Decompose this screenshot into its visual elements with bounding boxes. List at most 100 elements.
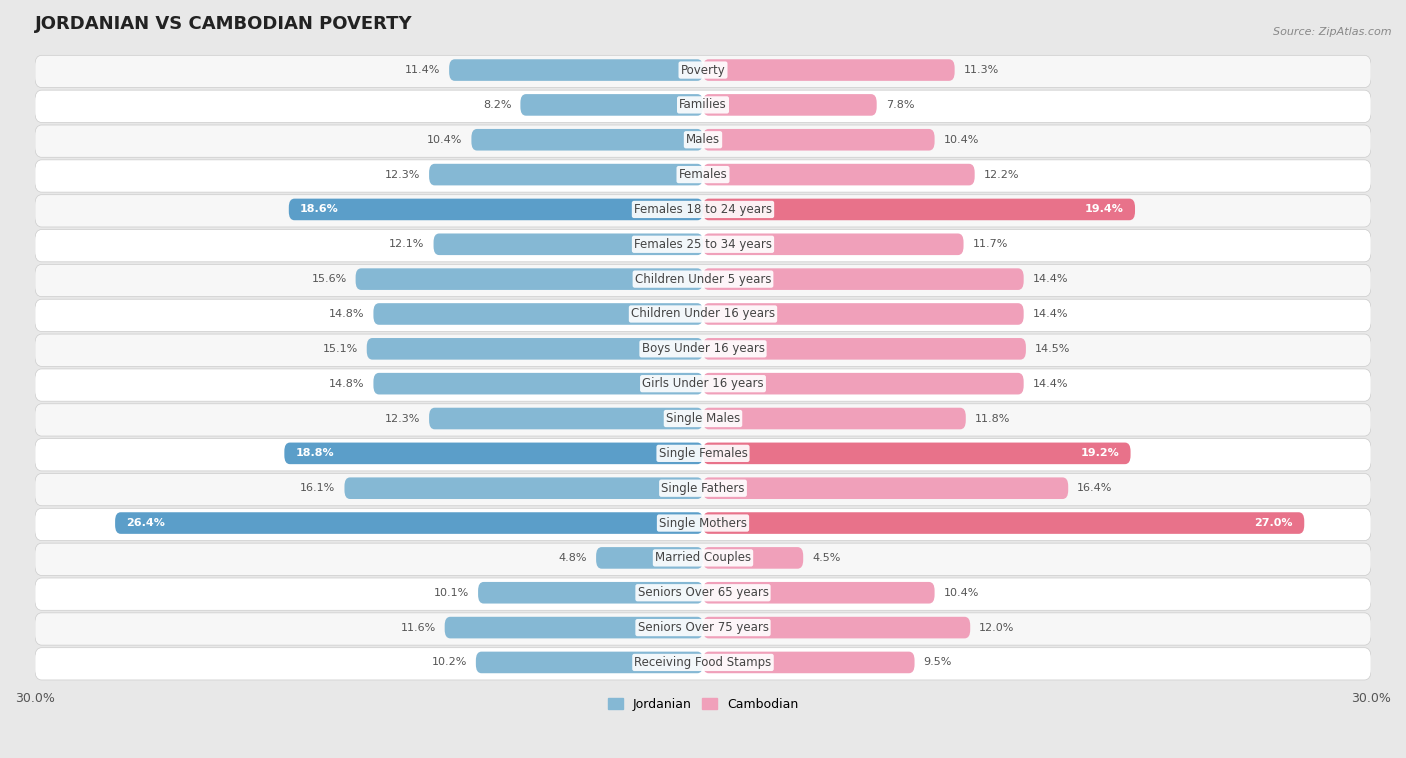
FancyBboxPatch shape — [703, 59, 955, 81]
FancyBboxPatch shape — [444, 617, 703, 638]
Text: 12.0%: 12.0% — [979, 622, 1015, 633]
Text: 10.4%: 10.4% — [943, 135, 979, 145]
Text: 12.3%: 12.3% — [385, 170, 420, 180]
FancyBboxPatch shape — [35, 230, 1371, 262]
Text: 8.2%: 8.2% — [484, 100, 512, 110]
Text: 14.4%: 14.4% — [1032, 379, 1069, 389]
FancyBboxPatch shape — [703, 373, 1024, 394]
Text: Children Under 5 years: Children Under 5 years — [634, 273, 772, 286]
FancyBboxPatch shape — [703, 164, 974, 186]
Text: 9.5%: 9.5% — [924, 657, 952, 668]
FancyBboxPatch shape — [703, 303, 1024, 324]
Text: 27.0%: 27.0% — [1254, 518, 1294, 528]
FancyBboxPatch shape — [35, 647, 1371, 680]
FancyBboxPatch shape — [703, 443, 1130, 464]
Text: Poverty: Poverty — [681, 64, 725, 77]
Text: 7.8%: 7.8% — [886, 100, 914, 110]
FancyBboxPatch shape — [356, 268, 703, 290]
Text: 14.8%: 14.8% — [329, 379, 364, 389]
FancyBboxPatch shape — [35, 299, 1371, 331]
FancyBboxPatch shape — [703, 582, 935, 603]
Text: 16.1%: 16.1% — [301, 483, 336, 493]
Text: 14.5%: 14.5% — [1035, 344, 1070, 354]
FancyBboxPatch shape — [35, 369, 1371, 401]
Text: 12.3%: 12.3% — [385, 414, 420, 424]
FancyBboxPatch shape — [520, 94, 703, 116]
FancyBboxPatch shape — [475, 652, 703, 673]
FancyBboxPatch shape — [703, 94, 877, 116]
FancyBboxPatch shape — [596, 547, 703, 568]
Text: Males: Males — [686, 133, 720, 146]
Text: 10.1%: 10.1% — [434, 587, 470, 598]
FancyBboxPatch shape — [449, 59, 703, 81]
Text: 14.4%: 14.4% — [1032, 274, 1069, 284]
FancyBboxPatch shape — [433, 233, 703, 255]
FancyBboxPatch shape — [429, 164, 703, 186]
Text: 11.8%: 11.8% — [974, 414, 1010, 424]
Text: Single Mothers: Single Mothers — [659, 516, 747, 530]
Text: 19.4%: 19.4% — [1085, 205, 1123, 215]
FancyBboxPatch shape — [703, 338, 1026, 359]
Text: 11.3%: 11.3% — [963, 65, 998, 75]
FancyBboxPatch shape — [35, 578, 1371, 610]
FancyBboxPatch shape — [35, 613, 1371, 645]
FancyBboxPatch shape — [367, 338, 703, 359]
Text: Females 18 to 24 years: Females 18 to 24 years — [634, 203, 772, 216]
FancyBboxPatch shape — [35, 474, 1371, 506]
FancyBboxPatch shape — [35, 90, 1371, 123]
Text: Seniors Over 65 years: Seniors Over 65 years — [637, 586, 769, 600]
Text: 10.2%: 10.2% — [432, 657, 467, 668]
Text: 14.4%: 14.4% — [1032, 309, 1069, 319]
Legend: Jordanian, Cambodian: Jordanian, Cambodian — [603, 693, 803, 716]
Text: 10.4%: 10.4% — [943, 587, 979, 598]
Text: 14.8%: 14.8% — [329, 309, 364, 319]
FancyBboxPatch shape — [115, 512, 703, 534]
Text: 10.4%: 10.4% — [427, 135, 463, 145]
Text: 15.1%: 15.1% — [322, 344, 359, 354]
Text: 16.4%: 16.4% — [1077, 483, 1112, 493]
Text: JORDANIAN VS CAMBODIAN POVERTY: JORDANIAN VS CAMBODIAN POVERTY — [35, 15, 412, 33]
Text: 15.6%: 15.6% — [312, 274, 347, 284]
FancyBboxPatch shape — [344, 478, 703, 499]
FancyBboxPatch shape — [288, 199, 703, 221]
FancyBboxPatch shape — [703, 233, 963, 255]
FancyBboxPatch shape — [35, 404, 1371, 436]
FancyBboxPatch shape — [35, 334, 1371, 366]
FancyBboxPatch shape — [478, 582, 703, 603]
FancyBboxPatch shape — [429, 408, 703, 429]
Text: 4.8%: 4.8% — [558, 553, 588, 563]
FancyBboxPatch shape — [703, 129, 935, 151]
FancyBboxPatch shape — [35, 265, 1371, 296]
FancyBboxPatch shape — [703, 199, 1135, 221]
Text: 11.6%: 11.6% — [401, 622, 436, 633]
Text: Families: Families — [679, 99, 727, 111]
Text: Girls Under 16 years: Girls Under 16 years — [643, 377, 763, 390]
FancyBboxPatch shape — [471, 129, 703, 151]
FancyBboxPatch shape — [374, 373, 703, 394]
FancyBboxPatch shape — [703, 478, 1069, 499]
Text: Children Under 16 years: Children Under 16 years — [631, 308, 775, 321]
Text: Receiving Food Stamps: Receiving Food Stamps — [634, 656, 772, 669]
FancyBboxPatch shape — [374, 303, 703, 324]
Text: 12.1%: 12.1% — [389, 240, 425, 249]
FancyBboxPatch shape — [35, 125, 1371, 157]
Text: Single Fathers: Single Fathers — [661, 481, 745, 495]
Text: Females 25 to 34 years: Females 25 to 34 years — [634, 238, 772, 251]
Text: 4.5%: 4.5% — [813, 553, 841, 563]
FancyBboxPatch shape — [35, 509, 1371, 540]
FancyBboxPatch shape — [703, 408, 966, 429]
FancyBboxPatch shape — [35, 543, 1371, 575]
Text: 18.6%: 18.6% — [299, 205, 339, 215]
Text: 12.2%: 12.2% — [984, 170, 1019, 180]
Text: 11.7%: 11.7% — [973, 240, 1008, 249]
FancyBboxPatch shape — [703, 652, 914, 673]
FancyBboxPatch shape — [703, 617, 970, 638]
Text: 18.8%: 18.8% — [295, 449, 335, 459]
FancyBboxPatch shape — [703, 547, 803, 568]
FancyBboxPatch shape — [35, 195, 1371, 227]
FancyBboxPatch shape — [703, 512, 1305, 534]
Text: 11.4%: 11.4% — [405, 65, 440, 75]
FancyBboxPatch shape — [284, 443, 703, 464]
Text: 19.2%: 19.2% — [1081, 449, 1119, 459]
Text: Single Females: Single Females — [658, 447, 748, 460]
